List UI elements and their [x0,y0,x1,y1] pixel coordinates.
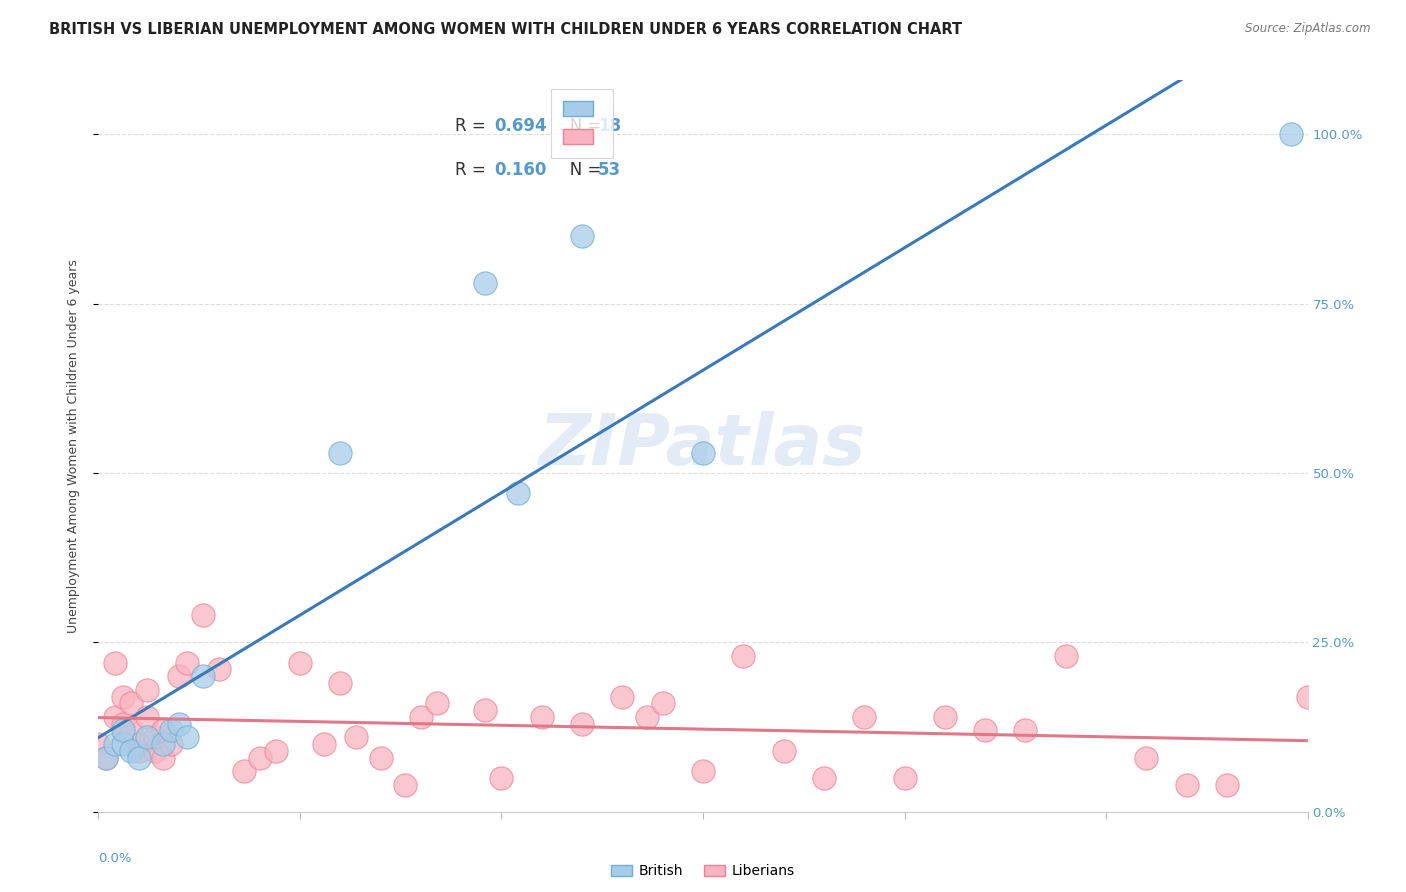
Text: 0.0%: 0.0% [98,852,132,865]
Point [934,710,956,724]
Legend: British, Liberians: British, Liberians [606,859,800,884]
Point [772,744,794,758]
Text: 18: 18 [598,117,621,135]
Point [893,771,915,785]
Point [974,723,997,738]
Point [491,771,513,785]
Text: BRITISH VS LIBERIAN UNEMPLOYMENT AMONG WOMEN WITH CHILDREN UNDER 6 YEARS CORRELA: BRITISH VS LIBERIAN UNEMPLOYMENT AMONG W… [49,22,962,37]
Point [87,737,110,751]
Point [120,744,142,758]
Text: R =: R = [456,117,491,135]
Point [1281,128,1303,142]
Point [96,750,118,764]
Point [1216,778,1239,792]
Point [111,723,134,738]
Point [152,737,174,751]
Point [651,697,673,711]
Text: 0.694: 0.694 [494,117,547,135]
Text: R =: R = [456,161,491,178]
Point [409,710,432,724]
Point [111,690,134,704]
Point [344,730,367,744]
Point [612,690,634,704]
Y-axis label: Unemployment Among Women with Children Under 6 years: Unemployment Among Women with Children U… [67,259,80,633]
Point [853,710,876,724]
Point [143,744,166,758]
Point [193,669,215,683]
Point [264,744,287,758]
Point [135,710,157,724]
Point [128,737,150,751]
Point [692,446,714,460]
Point [103,656,125,670]
Point [103,737,125,751]
Point [314,737,336,751]
Point [152,750,174,764]
Point [636,710,658,724]
Point [329,446,352,460]
Point [1135,750,1157,764]
Text: Source: ZipAtlas.com: Source: ZipAtlas.com [1246,22,1371,36]
Point [152,723,174,738]
Point [474,703,496,717]
Point [249,750,271,764]
Point [208,663,231,677]
Point [329,676,352,690]
Point [167,669,190,683]
Text: N =: N = [554,161,607,178]
Point [135,682,157,697]
Point [1175,778,1198,792]
Point [193,608,215,623]
Text: N =: N = [554,117,607,135]
Point [1014,723,1036,738]
Point [160,723,183,738]
Point [135,730,157,744]
Point [120,723,142,738]
Point [232,764,254,778]
Point [128,744,150,758]
Point [176,730,198,744]
Point [692,764,714,778]
Point [530,710,553,724]
Point [111,737,134,751]
Point [111,716,134,731]
Point [288,656,311,670]
Point [506,486,529,500]
Point [96,750,118,764]
Point [120,697,142,711]
Point [474,277,496,291]
Point [813,771,835,785]
Point [394,778,416,792]
Point [143,730,166,744]
Point [571,229,593,244]
Point [370,750,392,764]
Text: 0.160: 0.160 [494,161,546,178]
Text: ZIPatlas: ZIPatlas [540,411,866,481]
Point [128,750,150,764]
Point [1054,648,1077,663]
Point [426,697,449,711]
Point [733,648,755,663]
Point [176,656,198,670]
Point [167,716,190,731]
Point [571,716,593,731]
Text: 53: 53 [598,161,621,178]
Point [1296,690,1319,704]
Point [103,710,125,724]
Point [160,737,183,751]
